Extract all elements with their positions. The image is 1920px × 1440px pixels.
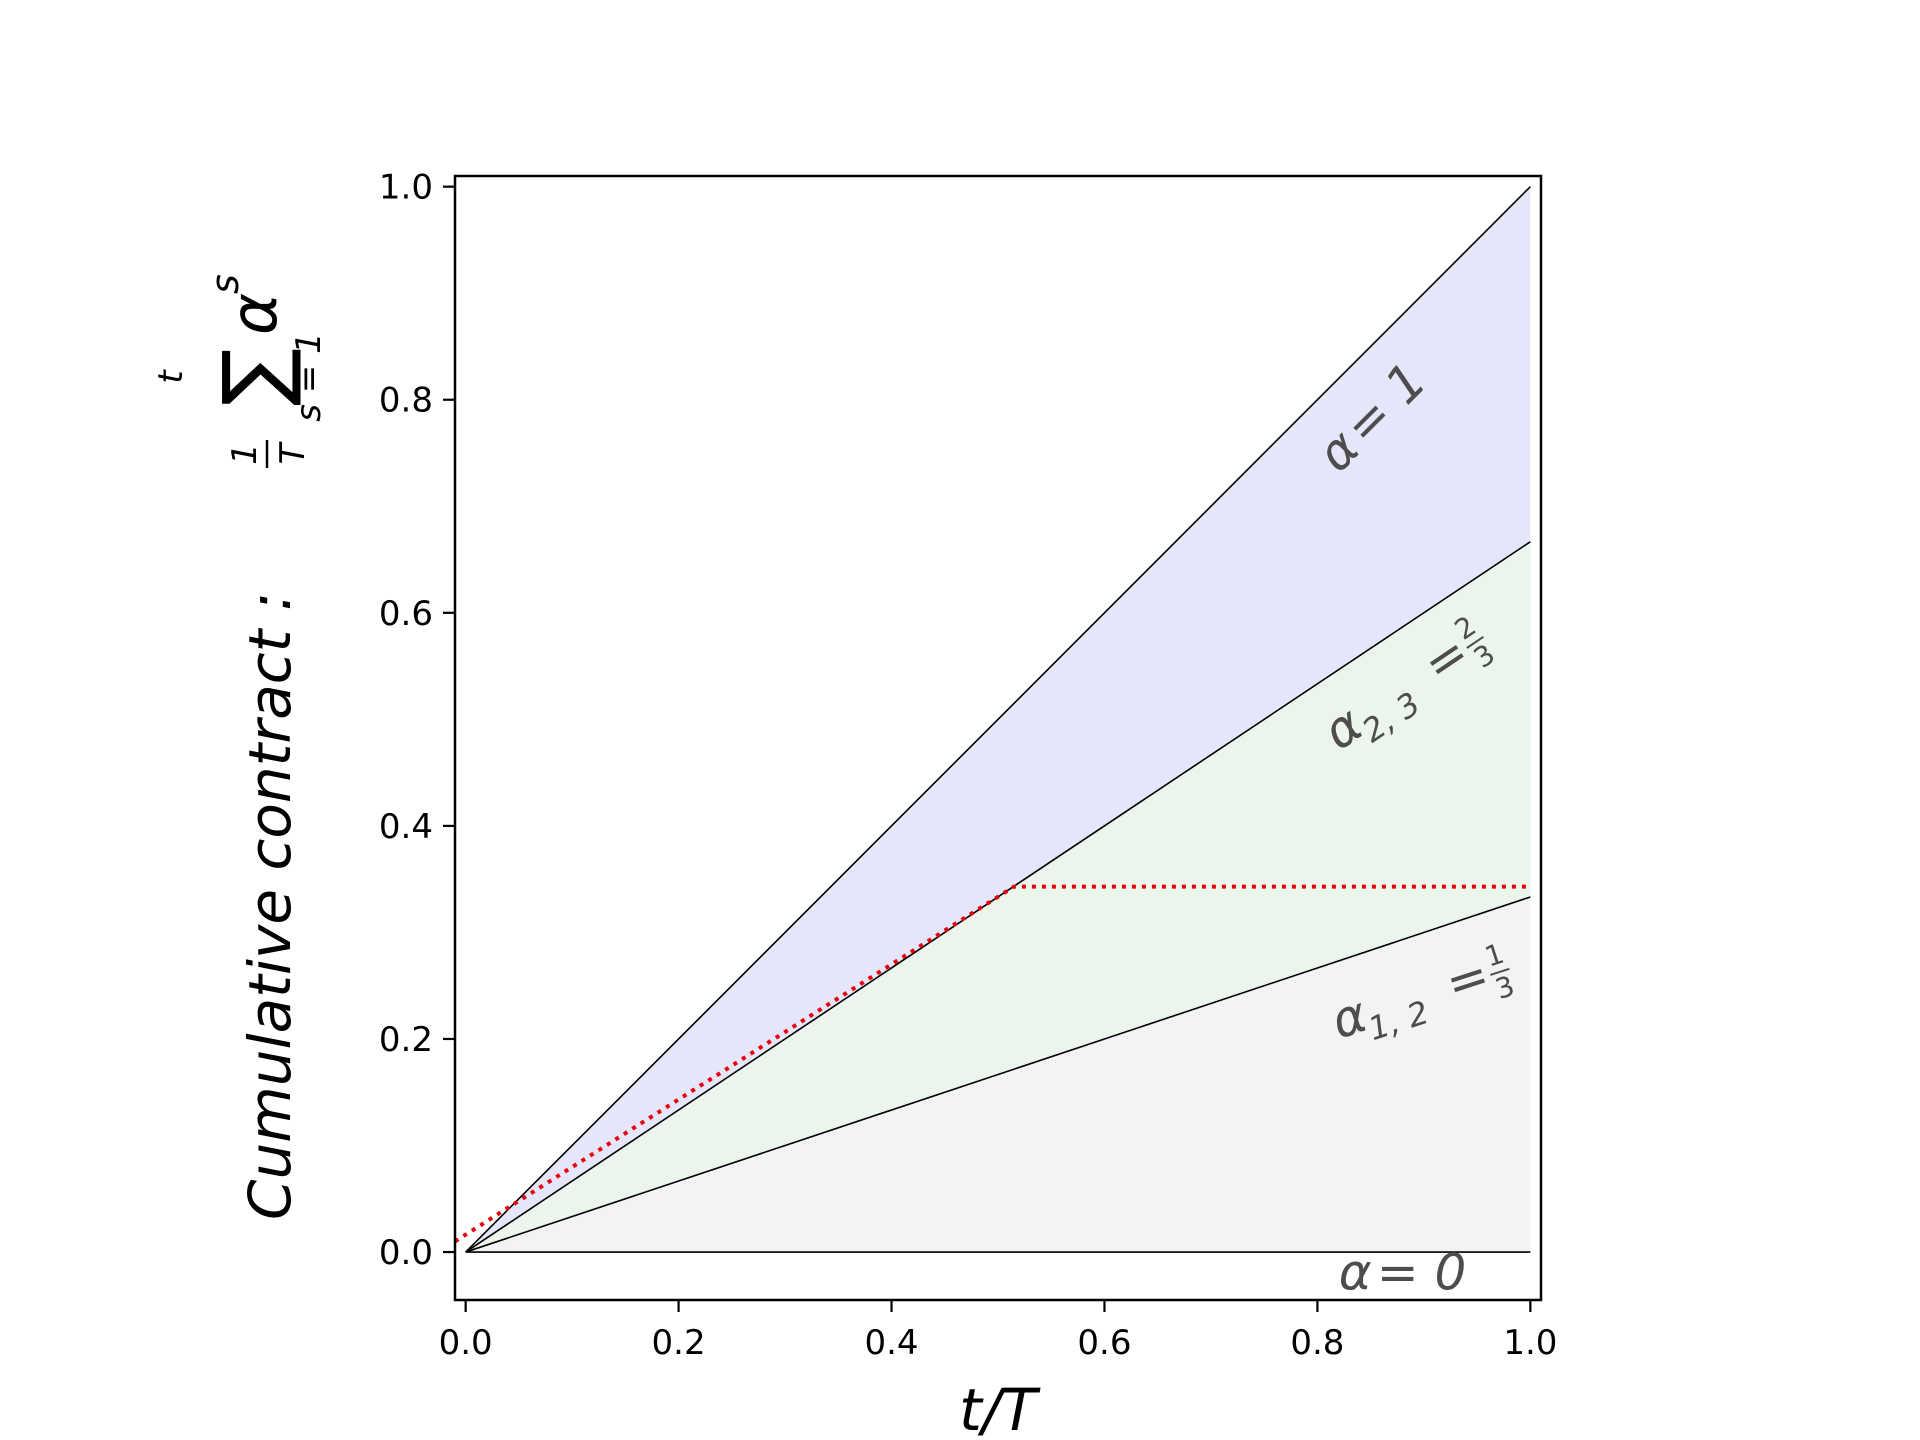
x-tick-label: 0.0 bbox=[439, 1323, 493, 1363]
x-axis: 0.0 0.2 0.4 0.6 0.8 1.0 bbox=[439, 1300, 1557, 1363]
line-label-equals: = 0 bbox=[1377, 1243, 1467, 1301]
y-axis-title-sum-symbol: ∑ bbox=[205, 348, 305, 406]
plot-frame bbox=[453, 174, 1543, 1302]
alpha-line-1 bbox=[465, 186, 1531, 1253]
x-tick-label: 0.4 bbox=[864, 1323, 918, 1363]
y-axis-title-sum-upper: t bbox=[151, 369, 191, 384]
alpha-line-3 bbox=[465, 896, 1531, 1253]
y-tick-label: 0.4 bbox=[379, 807, 433, 847]
line-label-frac-bar bbox=[1490, 967, 1510, 976]
line-label-alpha: α bbox=[1339, 1243, 1372, 1301]
y-axis-title-frac-num: 1 bbox=[225, 443, 265, 465]
x-tick-label: 0.2 bbox=[652, 1323, 706, 1363]
y-axis-title-prefix: Cumulative contract : bbox=[236, 592, 304, 1220]
y-axis-title-sum-lower: s = 1 bbox=[289, 332, 329, 421]
y-axis-title-frac-den: T bbox=[273, 441, 313, 464]
x-axis-title: t/T bbox=[959, 1376, 1041, 1440]
line-label-4: α = 0 bbox=[1339, 1243, 1467, 1301]
svg-text:Cumulative contract :: Cumulative contract : bbox=[236, 592, 304, 1220]
y-tick-label: 0.6 bbox=[379, 594, 433, 634]
y-axis-title-term-sup: s bbox=[203, 274, 247, 294]
x-tick-label: 0.6 bbox=[1077, 1323, 1131, 1363]
dotted-path-line bbox=[455, 884, 1531, 1244]
y-tick-label: 0.0 bbox=[379, 1233, 433, 1273]
y-tick-label: 0.2 bbox=[379, 1020, 433, 1060]
y-axis: 0.0 0.2 0.4 0.6 0.8 1.0 bbox=[379, 168, 455, 1273]
y-tick-label: 0.8 bbox=[379, 381, 433, 421]
line-label-frac-bar bbox=[1466, 635, 1484, 649]
x-tick-label: 1.0 bbox=[1503, 1323, 1557, 1363]
y-axis-title-term: α bbox=[218, 293, 292, 335]
y-tick-label: 1.0 bbox=[379, 168, 433, 208]
series-lines bbox=[455, 186, 1531, 1253]
x-tick-label: 0.8 bbox=[1290, 1323, 1344, 1363]
y-axis-title: Cumulative contract : 1 T t ∑ s = 1 α s bbox=[151, 274, 329, 1220]
